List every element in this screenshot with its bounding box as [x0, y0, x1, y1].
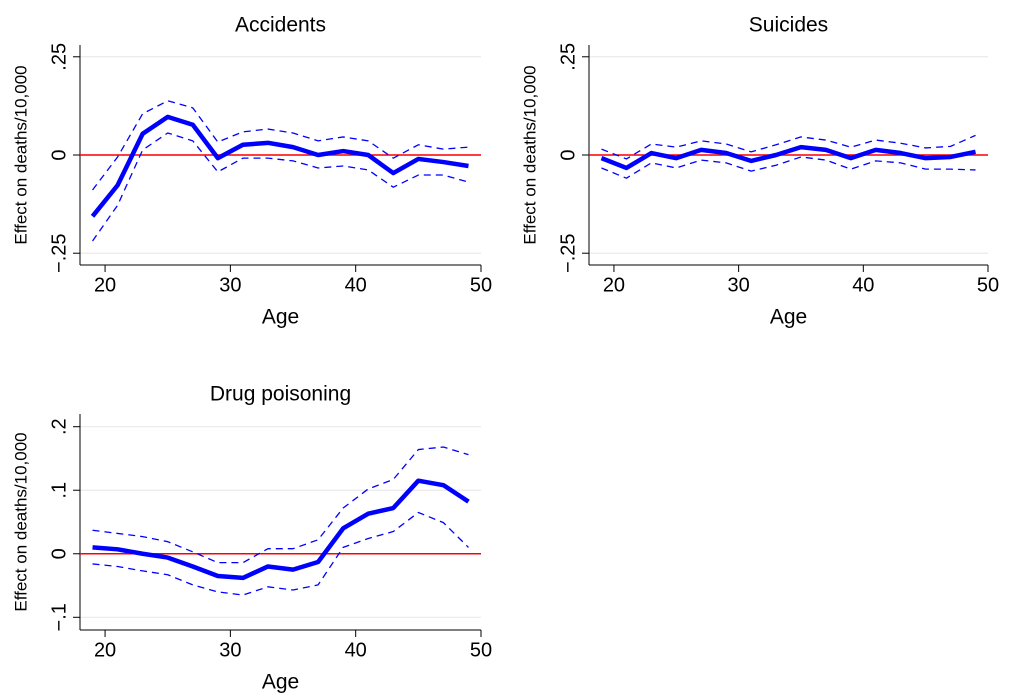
y-axis-label: Effect on deaths/10,000 — [11, 65, 30, 244]
x-tick-label: 50 — [470, 639, 492, 661]
x-tick-label: 40 — [345, 274, 367, 296]
y-tick-label: −.1 — [48, 603, 70, 631]
estimate-line — [92, 478, 470, 581]
y-tick-label: 0 — [48, 548, 70, 559]
y-tick-label: .25 — [557, 43, 579, 71]
x-axis-label: Age — [770, 306, 807, 329]
chart-title: Accidents — [235, 14, 326, 37]
y-tick-label: .25 — [48, 43, 70, 71]
x-tick-label: 50 — [470, 274, 492, 296]
x-tick-label: 40 — [345, 639, 367, 661]
x-tick-label: 30 — [219, 274, 241, 296]
y-tick-label: .1 — [48, 482, 70, 499]
x-tick-label: 50 — [977, 274, 999, 296]
x-tick-label: 40 — [852, 274, 874, 296]
y-tick-label: 0 — [48, 149, 70, 160]
ci-line — [91, 132, 469, 242]
ci-line — [92, 446, 469, 564]
chart-title: Suicides — [749, 14, 828, 37]
y-tick-label: −.25 — [557, 233, 579, 272]
ci-line — [92, 100, 469, 191]
y-axis-label: Effect on deaths/10,000 — [520, 65, 539, 244]
x-tick-label: 30 — [728, 274, 750, 296]
ci-line — [92, 511, 469, 596]
x-tick-label: 20 — [603, 274, 625, 296]
y-tick-label: .2 — [48, 418, 70, 435]
y-tick-label: 0 — [557, 149, 579, 160]
x-axis-label: Age — [262, 671, 299, 694]
y-axis-label: Effect on deaths/10,000 — [11, 432, 30, 611]
ci-line — [601, 156, 976, 179]
y-tick-label: −.25 — [48, 233, 70, 272]
x-tick-label: 30 — [219, 639, 241, 661]
ci-line — [601, 134, 976, 160]
chart-title: Drug poisoning — [210, 383, 351, 406]
x-tick-label: 20 — [94, 639, 116, 661]
x-tick-label: 20 — [94, 274, 116, 296]
estimate-line — [600, 144, 976, 171]
x-axis-label: Age — [262, 306, 299, 329]
estimate-line — [90, 114, 469, 218]
